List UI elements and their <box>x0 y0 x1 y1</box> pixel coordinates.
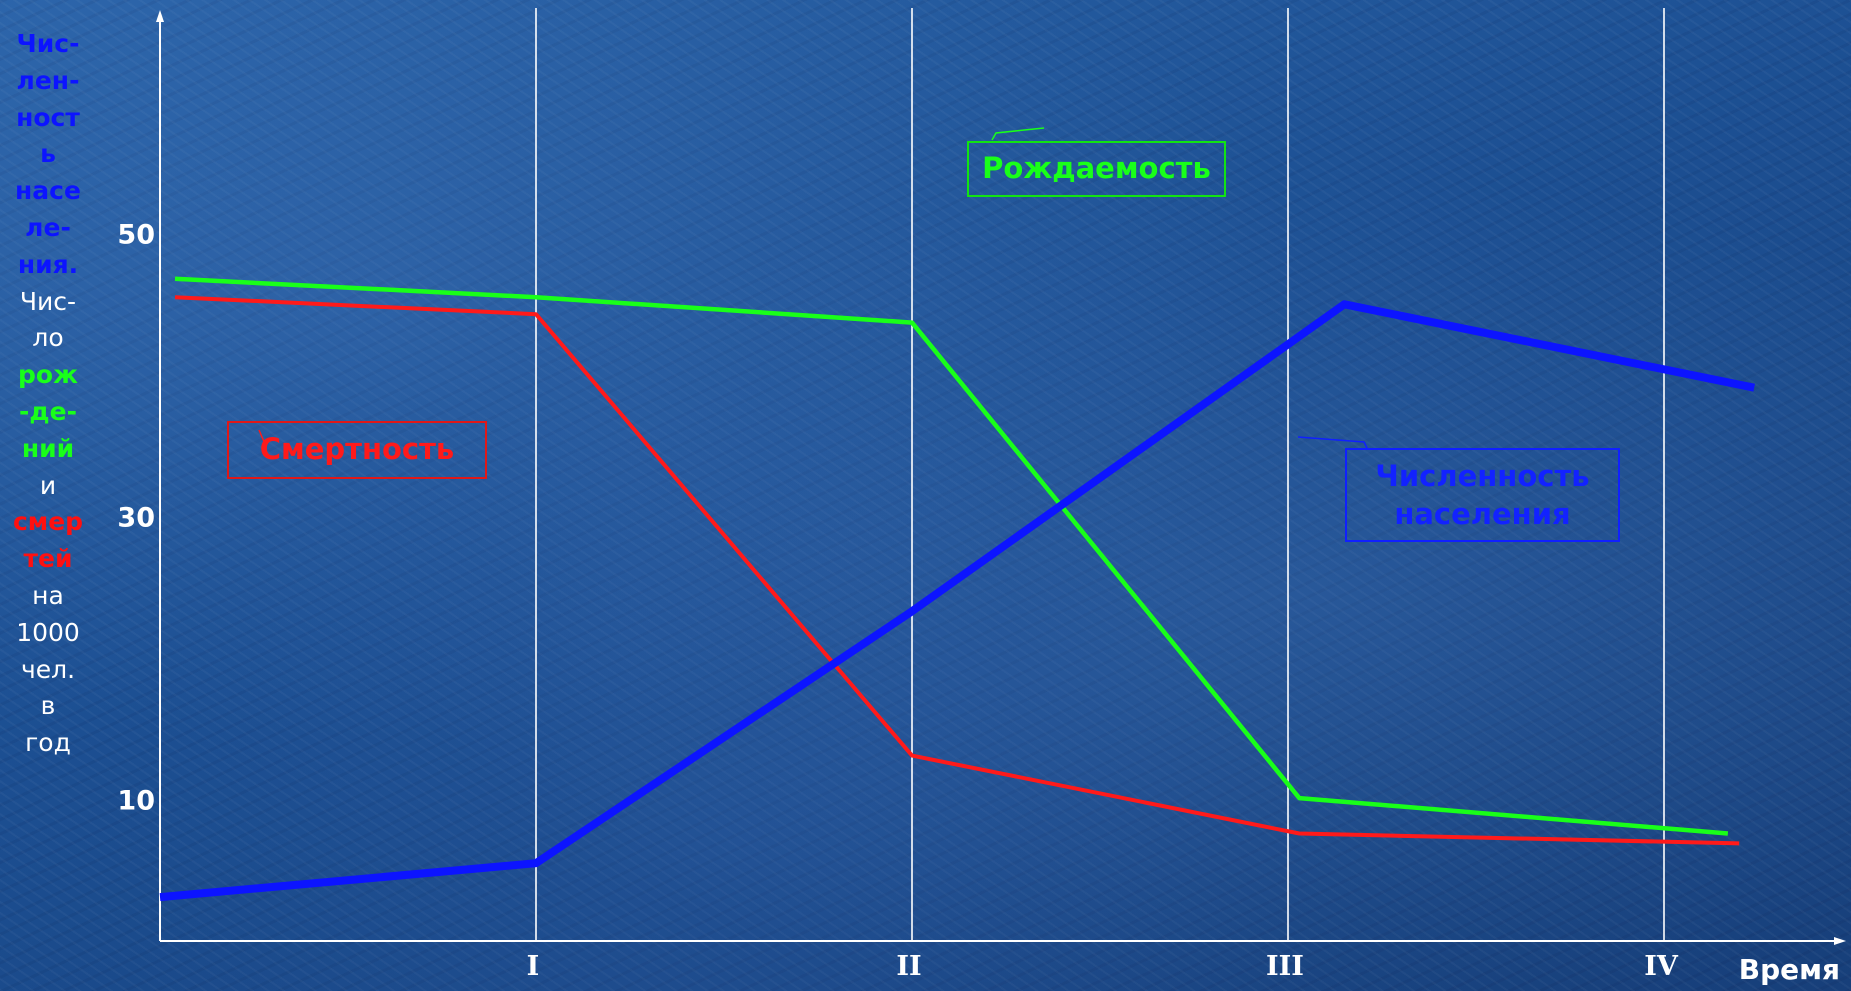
population-legend-connector <box>1297 436 1368 449</box>
legend-deaths-label: Смертность <box>259 432 455 466</box>
y-tick-30: 30 <box>117 503 155 534</box>
x-axis-arrow <box>1834 937 1846 945</box>
axes <box>156 10 1846 945</box>
legend-births-label: Рождаемость <box>982 151 1211 185</box>
y-axis-label-part-9: рож <box>18 360 78 390</box>
x-axis-label: Время <box>1739 953 1840 986</box>
births-line <box>174 276 1729 836</box>
series-lines <box>159 276 1755 902</box>
legend-births-box: Рождаемость <box>967 141 1226 197</box>
y-axis-label-part-14: тей <box>23 544 73 574</box>
y-axis-label-part-8: ло <box>32 323 64 353</box>
population-line <box>159 300 1755 902</box>
x-tick-III: III <box>1266 951 1304 982</box>
deaths-line <box>174 295 1740 846</box>
y-axis-label-part-5: ле- <box>25 212 71 242</box>
y-axis-label-part-1: лен- <box>16 65 80 95</box>
y-axis-label-part-10: -де- <box>19 396 77 426</box>
y-axis-label-part-19: год <box>25 728 71 758</box>
y-axis-label-part-12: и <box>39 470 57 500</box>
births-legend-connector <box>991 127 1045 141</box>
y-axis-label-part-17: чел. <box>20 654 76 684</box>
legend-deaths-box: Смертность <box>227 421 487 479</box>
y-tick-50: 50 <box>117 220 155 251</box>
y-axis-label-part-2: ност <box>16 102 80 132</box>
y-axis-label: Чис-лен-ност ь насе ле-ния. Чис-ло рож -де-ний… <box>6 26 90 762</box>
y-axis-label-part-11: ний <box>21 433 75 463</box>
y-axis-label-part-4: насе <box>15 176 81 206</box>
legend-connectors <box>258 127 1368 449</box>
y-axis-label-part-13: смер <box>12 507 84 537</box>
legend-population-label-line-2: населения <box>1394 497 1571 531</box>
x-tick-II: II <box>896 951 921 982</box>
vertical-gridlines <box>535 8 1665 940</box>
y-axis-label-part-16: 1000 <box>16 617 80 647</box>
x-tick-IV: IV <box>1644 951 1679 982</box>
y-axis-label-part-18: в <box>40 691 56 721</box>
deaths-legend-connector <box>258 429 266 445</box>
x-tick-I: I <box>527 951 540 982</box>
y-tick-10: 10 <box>117 786 155 817</box>
y-axis-arrow <box>156 10 164 22</box>
y-axis-label-part-7: Чис- <box>19 286 77 316</box>
legend-population-label-line-1: Численность <box>1375 459 1590 493</box>
y-axis-label-part-3: ь <box>40 139 56 169</box>
y-axis-label-part-6: ния. <box>17 249 79 279</box>
y-axis-label-part-15: на <box>32 580 64 610</box>
legend-population-box: Численность населения <box>1345 448 1620 542</box>
y-axis-label-part-0: Чис- <box>16 29 80 58</box>
